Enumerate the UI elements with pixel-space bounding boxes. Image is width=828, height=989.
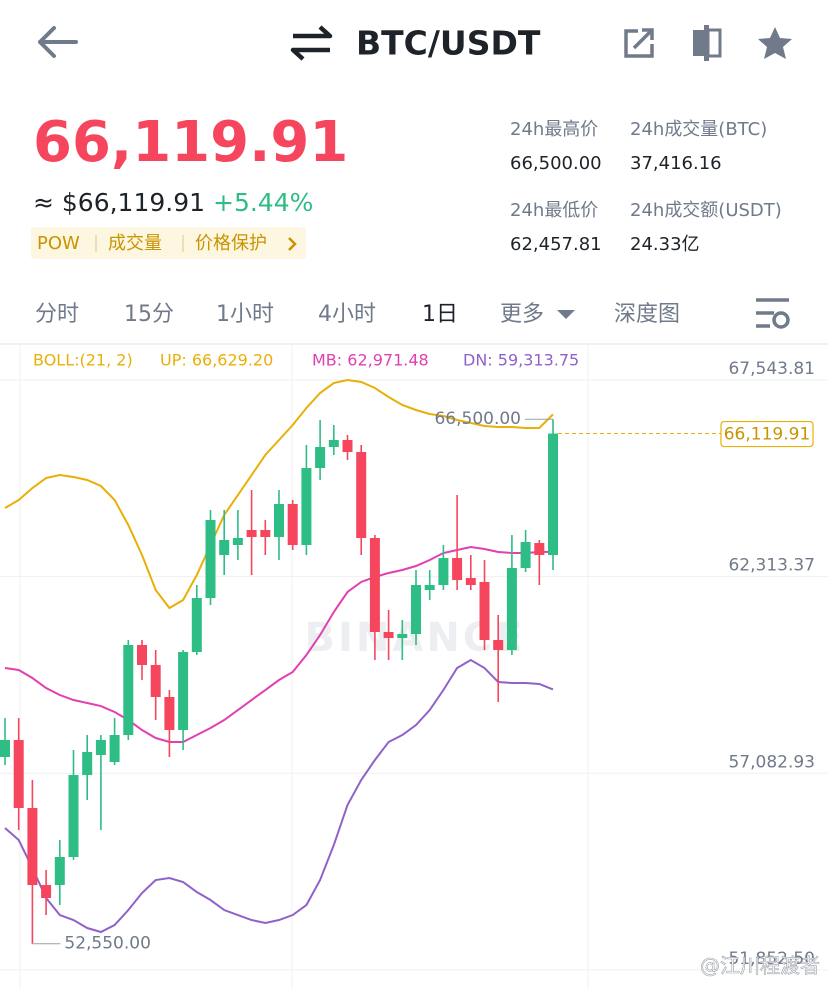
candle-body xyxy=(41,885,52,899)
interval-tabs: 分时 15分 1小时 4小时 1日 更多 深度图 xyxy=(35,302,680,327)
y-tick-label: 67,543.81 xyxy=(728,359,815,379)
candle-body xyxy=(369,538,380,632)
candle-body xyxy=(411,585,421,634)
stat-label: 24h成交额(USDT) xyxy=(630,200,782,221)
candle-body xyxy=(82,752,93,776)
candle-body xyxy=(328,440,339,447)
legend-entry: MB: 62,971.48 xyxy=(312,351,429,370)
y-tick-label: 51,852.50 xyxy=(728,949,815,969)
stat-label: 24h最低价 xyxy=(510,200,598,221)
last-price: 66,119.91 xyxy=(33,110,348,175)
candle-body xyxy=(246,530,257,537)
candle-body xyxy=(534,543,545,556)
candle-body xyxy=(356,451,367,539)
candle-body xyxy=(506,568,517,651)
tab[interactable]: 15分 xyxy=(124,302,174,327)
candle-body xyxy=(493,640,504,651)
y-tick-label: 62,313.37 xyxy=(728,556,815,576)
annotation-label: 66,500.00 xyxy=(434,409,521,429)
chart: 67,543.81 62,313.37 57,082.93 51,852.50 BOLL… xyxy=(0,351,828,971)
candle-body xyxy=(342,440,353,452)
credit: @江川程渡者 xyxy=(700,954,820,978)
chevron xyxy=(288,237,297,251)
candle-body xyxy=(164,697,175,731)
stat-label: 24h成交量(BTC) xyxy=(630,119,767,140)
candle-body xyxy=(397,633,408,639)
more-caret xyxy=(557,310,575,319)
approx-price: ≈ $66,119.91 xyxy=(33,188,205,217)
candle-body xyxy=(479,581,490,641)
annotation-label: 52,550.00 xyxy=(64,934,151,954)
stat-value: 37,416.16 xyxy=(630,153,722,174)
candle-body xyxy=(191,598,202,652)
tab[interactable]: 4小时 xyxy=(318,302,376,327)
stat-value: 62,457.81 xyxy=(510,234,602,255)
stat-value: 66,500.00 xyxy=(510,153,602,174)
candle-body xyxy=(178,651,189,731)
tab[interactable]: 1日 xyxy=(422,302,458,327)
candle-body xyxy=(95,740,106,756)
band-line xyxy=(4,545,554,744)
candle-body xyxy=(137,645,147,666)
tag[interactable]: 成交量 xyxy=(108,233,162,254)
candle-body xyxy=(150,665,161,698)
candle-body xyxy=(205,520,216,599)
compare-icon[interactable] xyxy=(693,25,722,61)
share-icon[interactable] xyxy=(624,28,654,58)
legend-entry: UP: 66,629.20 xyxy=(160,351,273,370)
candle-body xyxy=(424,585,435,591)
candle-body xyxy=(13,740,24,809)
candle-body xyxy=(232,538,243,546)
candle-body xyxy=(68,775,79,858)
tab[interactable]: 深度图 xyxy=(614,302,680,327)
candle-body xyxy=(315,446,326,469)
last-price-label: 66,119.91 xyxy=(724,425,811,445)
candle-body xyxy=(123,645,134,736)
candle-body xyxy=(301,468,312,546)
last-price-box xyxy=(720,420,814,448)
band-line xyxy=(4,378,554,610)
candle-body xyxy=(0,740,10,758)
favorite-icon[interactable] xyxy=(758,27,792,59)
candle-body xyxy=(452,558,463,581)
candle-body xyxy=(465,578,476,586)
settings-icon[interactable] xyxy=(756,298,790,329)
candle-body xyxy=(383,631,394,639)
candle-body xyxy=(260,530,271,537)
indicator-label: BOLL:(21, 2) xyxy=(33,351,133,370)
stat-label: 24h最高价 xyxy=(510,119,598,140)
candle-body xyxy=(109,735,120,763)
legend-entry: DN: 59,313.75 xyxy=(463,351,579,370)
candle-body xyxy=(520,541,531,569)
tag[interactable]: 价格保护 xyxy=(195,233,267,254)
band-line xyxy=(4,658,554,934)
tag-bar xyxy=(31,227,306,259)
y-tick-label: 57,082.93 xyxy=(728,752,815,772)
tab[interactable]: 更多 xyxy=(500,302,544,327)
stat-value: 24.33亿 xyxy=(630,234,700,255)
tag[interactable]: POW xyxy=(37,233,80,254)
candle-body xyxy=(27,808,38,886)
candle-body xyxy=(54,857,65,886)
candle-body xyxy=(548,433,558,556)
candle-body xyxy=(274,503,284,537)
tab[interactable]: 分时 xyxy=(35,302,79,327)
candle-body xyxy=(438,558,449,586)
candle-body xyxy=(287,503,298,546)
candle-body xyxy=(219,540,230,556)
pair-title: BTC/USDT xyxy=(356,24,541,63)
price-change: +5.44% xyxy=(213,188,313,217)
tab[interactable]: 1小时 xyxy=(216,302,274,327)
swap-icon[interactable] xyxy=(290,25,333,61)
back-button[interactable] xyxy=(38,26,78,58)
